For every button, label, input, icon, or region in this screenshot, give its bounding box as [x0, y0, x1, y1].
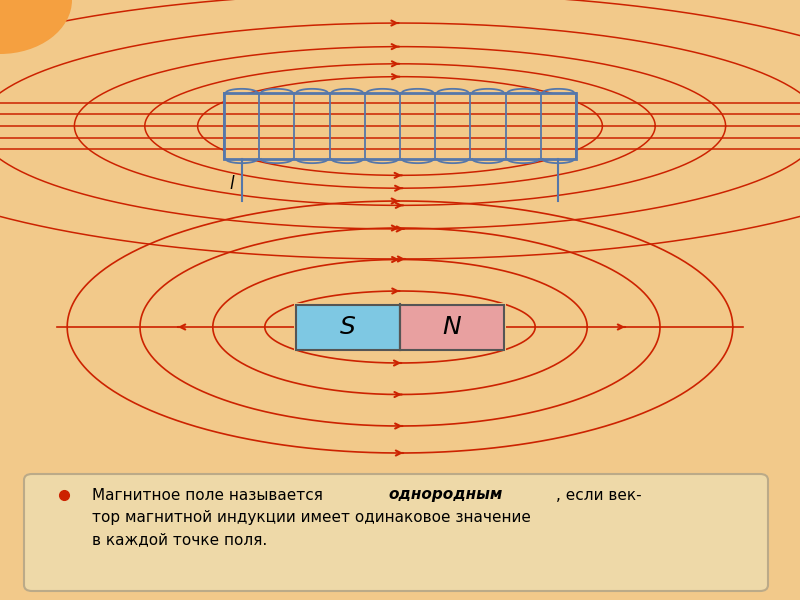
Text: l: l: [230, 175, 234, 193]
Bar: [400, 304, 504, 349]
FancyBboxPatch shape: [24, 474, 768, 591]
Wedge shape: [0, 0, 72, 54]
Text: N: N: [442, 315, 462, 339]
Text: , если век-: , если век-: [556, 487, 642, 503]
Text: в каждой точке поля.: в каждой точке поля.: [92, 532, 267, 547]
Bar: [294, 303, 506, 350]
Text: однородным: однородным: [388, 487, 502, 503]
Bar: [224, 93, 576, 159]
Bar: [224, 93, 576, 159]
Bar: [296, 304, 400, 349]
Text: Магнитное поле называется: Магнитное поле называется: [92, 487, 328, 503]
Text: S: S: [340, 315, 356, 339]
Text: тор магнитной индукции имеет одинаковое значение: тор магнитной индукции имеет одинаковое …: [92, 509, 531, 524]
